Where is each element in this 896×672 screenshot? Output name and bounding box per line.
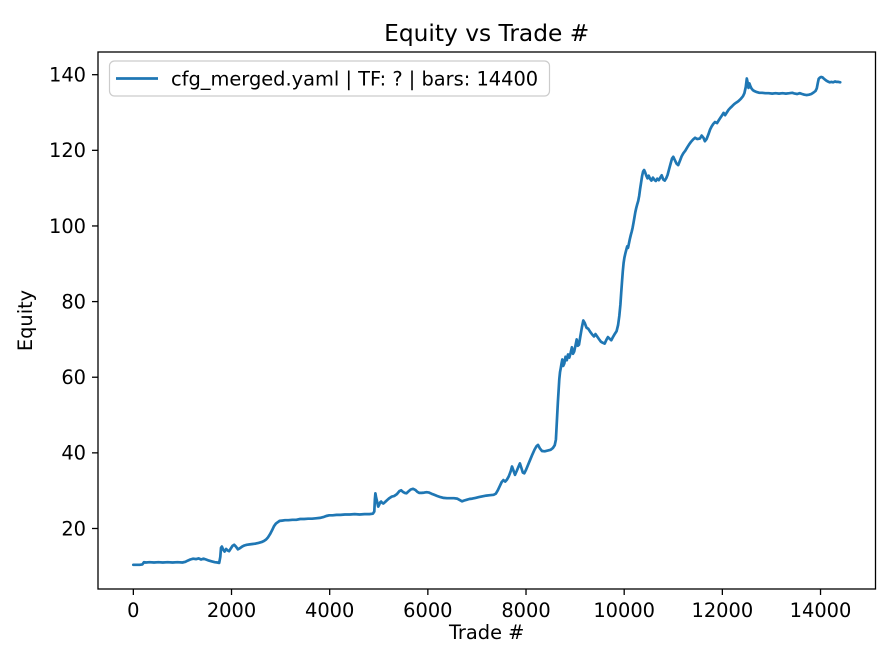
ticks-layer: 0 2000 4000 6000 8000 10000 12000 14000 20 40 60 80… [49,63,851,622]
x-tick-label: 14000 [790,599,852,622]
y-axis-label: Equity [14,290,37,351]
x-tick-label: 12000 [692,599,754,622]
x-tick-label: 4000 [305,599,354,622]
y-tick-label: 60 [61,366,86,389]
x-tick-label: 0 [127,599,139,622]
y-tick-label: 40 [61,442,86,465]
legend-box [108,60,551,97]
chart-title: Equity vs Trade # [384,20,589,47]
y-tick-label: 80 [61,290,86,313]
y-tick-label: 20 [61,517,86,540]
x-tick-label: 10000 [593,599,655,622]
equity-line-series [131,75,842,567]
legend: cfg_merged.yaml | TF: ? | bars: 14400 [108,60,551,97]
x-tick-label: 6000 [403,599,452,622]
x-tick-label: 2000 [207,599,256,622]
legend-label: cfg_merged.yaml | TF: ? | bars: 14400 [171,68,538,91]
plot-frame [97,51,877,590]
y-tick-label: 140 [49,63,86,86]
y-tick-label: 120 [49,139,86,162]
x-tick-label: 8000 [501,599,550,622]
x-axis-label: Trade # [448,621,525,644]
y-tick-label: 100 [49,215,86,238]
